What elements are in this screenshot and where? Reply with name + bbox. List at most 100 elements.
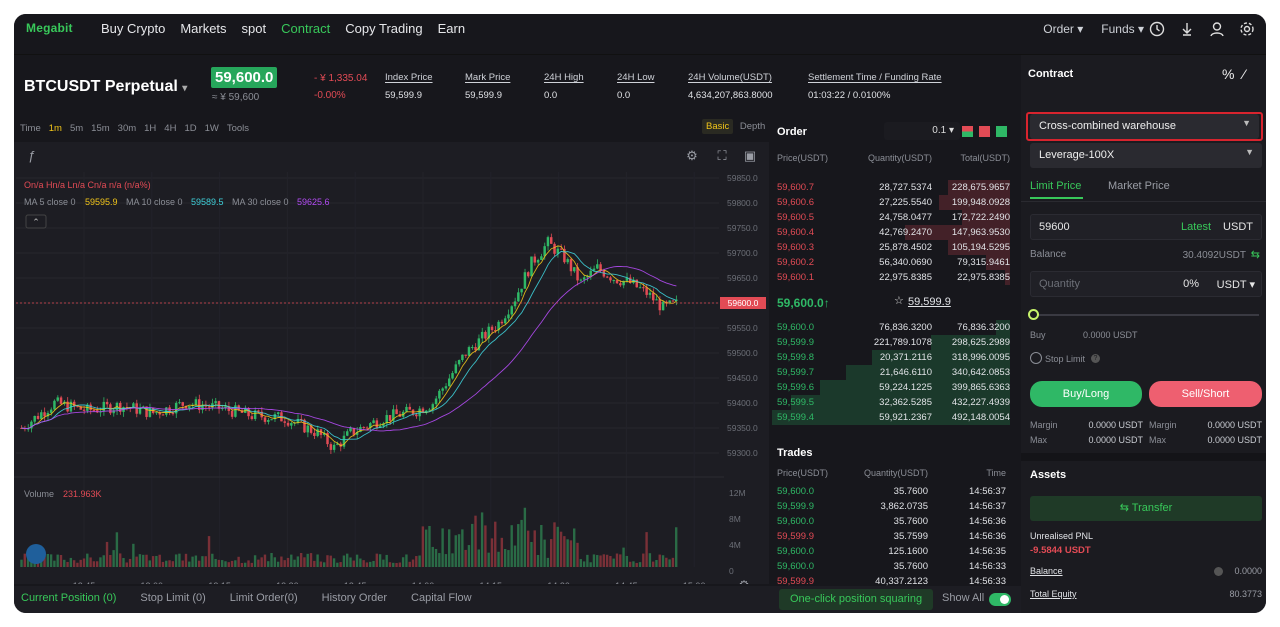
fullscreen-icon[interactable]: ⛶ [716,148,727,163]
orderbook-row[interactable]: 59,600.2 56,340.0690 79,315.9461 [772,255,1020,270]
candle-body [26,428,30,430]
timeframe-30m[interactable]: 30m [117,123,137,134]
orderbook-row[interactable]: 59,599.5 32,362.5285 432,227.4939 [772,395,1020,410]
transfer-button[interactable]: ⇆ Transfer [1030,496,1262,521]
volume-bar [135,556,138,567]
timeframe-15m[interactable]: 15m [91,123,110,134]
timeframe-1h[interactable]: 1H [144,123,157,134]
funds-menu[interactable]: Funds ▾ [1101,22,1144,36]
bottom-tab-0[interactable]: Current Position (0) [21,592,117,604]
stop-limit-radio[interactable] [1030,352,1042,364]
orderbook-mark-price[interactable]: 59,599.9 [908,296,951,308]
collapse-legend-button[interactable] [25,214,47,229]
percent-icon[interactable]: % [1222,66,1235,82]
settings-icon[interactable] [1238,20,1256,38]
orderbook-row[interactable]: 59,599.4 59,921.2367 492,148.0054 [772,410,1020,425]
timeframe-1d[interactable]: 1D [184,123,197,134]
margin-mode-select[interactable]: Cross-combined warehouse ▼ [1030,114,1259,139]
fraction-icon[interactable]: ⁄ [1243,66,1246,82]
timeframe-tools[interactable]: Tools [226,123,250,134]
view-depth[interactable]: Depth [739,121,766,132]
latest-link[interactable]: Latest [1181,221,1211,233]
trade-price: 59,600.0 [777,546,814,557]
volume-bar [319,561,323,567]
settings-icon[interactable]: ⚙ [686,148,698,163]
stat-label: Mark Price [465,72,511,83]
volume-bar [181,560,184,567]
nav-item-markets[interactable]: Markets [180,21,227,36]
download-icon[interactable] [1178,20,1196,38]
leverage-select[interactable]: Leverage-100X ▼ [1030,143,1262,168]
nav-item-copy-trading[interactable]: Copy Trading [345,21,423,36]
right-menu: Order ▾ Funds ▾ [1043,22,1144,36]
view-basic[interactable]: Basic [702,119,734,134]
orderbook-row[interactable]: 59,599.9 221,789.1078 298,625.2989 [772,335,1020,350]
volume-bar [299,553,303,567]
tradingview-logo-icon[interactable] [26,544,46,564]
orderbook-header: Price(USDT) [777,153,828,163]
buy-long-button[interactable]: Buy/Long [1030,381,1142,407]
price-chart[interactable]: 59850.0 59800.0 59750.0 59700.0 59650.0 59600… [14,142,769,592]
info-icon[interactable]: ? [1091,354,1100,363]
show-all-toggle[interactable] [989,593,1011,606]
layout-both-icon[interactable] [962,126,973,137]
transfer-icon[interactable]: ⇆ [1250,249,1260,261]
chart-area[interactable]: 59850.0 59800.0 59750.0 59700.0 59650.0 59600… [14,142,769,592]
bottom-tab-4[interactable]: Capital Flow [411,592,472,604]
orderbook-row[interactable]: 59,599.6 59,224.1225 399,865.6363 [772,380,1020,395]
precision-select[interactable]: 0.1 ▾ [884,122,960,140]
fx-icon[interactable]: ƒ [28,148,35,163]
orderbook-row[interactable]: 59,600.6 27,225.5540 199,948.0928 [772,195,1020,210]
nav-item-buy-crypto[interactable]: Buy Crypto [101,21,166,36]
timeframe-4h[interactable]: 4H [164,123,177,134]
one-click-squaring-button[interactable]: One-click position squaring [779,589,934,610]
y-tick-label: 59650.0 [727,273,758,283]
bottom-tab-1[interactable]: Stop Limit (0) [140,592,206,604]
orderbook-row[interactable]: 59,600.1 22,975.8385 22,975.8385 [772,270,1020,285]
sell-short-button[interactable]: Sell/Short [1149,381,1262,407]
orderbook-row[interactable]: 59,600.4 42,769.2470 147,963.9530 [772,225,1020,240]
app-window: Megabit Buy Crypto Markets spot Contract Cop… [14,14,1266,613]
candle-body [378,425,382,428]
bottom-tab-2[interactable]: Limit Order(0) [229,592,298,604]
candle-body [382,423,385,426]
tab-market-price[interactable]: Market Price [1108,180,1170,192]
quantity-slider[interactable] [1033,314,1259,316]
layout-asks-icon[interactable] [979,126,990,137]
nav-item-earn[interactable]: Earn [437,21,466,36]
nav-item-spot[interactable]: spot [241,21,267,36]
volume-value: 231.963K [63,489,102,499]
orderbook-row[interactable]: 59,600.0 76,836.3200 76,836.3200 [772,320,1020,335]
orderbook-row[interactable]: 59,599.8 20,371.2116 318,996.0095 [772,350,1020,365]
timeframe-1w[interactable]: 1W [204,123,219,134]
timeframe-5m[interactable]: 5m [69,123,84,134]
layout-bids-icon[interactable] [996,126,1007,137]
symbol-selector[interactable]: BTCUSDT Perpetual ▾ [24,78,187,96]
orderbook-row[interactable]: 59,599.7 21,646.6110 340,642.0853 [772,365,1020,380]
volume-bar [230,560,234,567]
logo[interactable]: Megabit [26,21,73,35]
settings-icon[interactable]: ⚙ [739,578,750,592]
orderbook-row[interactable]: 59,600.3 25,878.4502 105,194.5295 [772,240,1020,255]
order-menu[interactable]: Order ▾ [1043,22,1084,36]
tab-limit-price[interactable]: Limit Price [1030,180,1082,192]
timeframe-1m[interactable]: 1m [48,123,62,134]
camera-icon[interactable]: ▣ [744,148,756,163]
timeframe-time[interactable]: Time [20,123,41,134]
volume-bar [69,557,73,567]
depth-bar [819,380,1010,395]
quantity-input[interactable]: Quantity 0% USDT ▾ [1030,271,1262,297]
eye-icon[interactable] [1214,567,1223,576]
quantity-unit-select[interactable]: USDT ▾ [1216,279,1255,291]
clock-icon[interactable] [1148,20,1166,38]
slider-handle[interactable] [1028,309,1039,320]
nav-item-contract[interactable]: Contract [281,21,331,36]
volume-bar [589,562,592,567]
bottom-tab-3[interactable]: History Order [321,592,388,604]
price-input[interactable]: 59600 Latest USDT [1030,214,1262,240]
user-icon[interactable] [1208,20,1226,38]
orderbook-row[interactable]: 59,600.7 28,727.5374 228,675.9657 [772,180,1020,195]
volume-bar [408,561,411,567]
x-tick-label: 14:00 [412,581,435,584]
orderbook-row[interactable]: 59,600.5 24,758.0477 172,722.2490 [772,210,1020,225]
